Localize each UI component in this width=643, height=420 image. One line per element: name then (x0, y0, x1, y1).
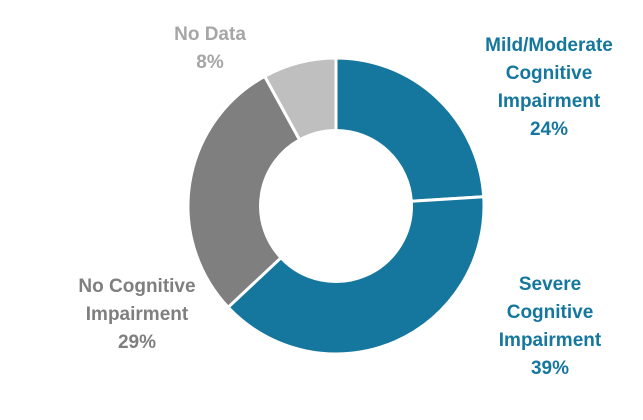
label-no-cognitive-impairment: No Cognitive Impairment 29% (78, 276, 196, 353)
slice-no-data (263, 56, 338, 142)
slice-severe-cognitive-impairment (226, 195, 486, 356)
slice-no-cognitive-impairment (186, 74, 302, 309)
label-severe-cognitive-impairment: Severe Cognitive Impairment 39% (498, 274, 602, 379)
label-mild-moderate-cognitive-impairment: Mild/Moderate Cognitive Impairment 24% (485, 35, 613, 140)
slice-mild-moderate-cognitive-impairment (334, 56, 486, 203)
label-no-data: No Data 8% (174, 24, 246, 73)
